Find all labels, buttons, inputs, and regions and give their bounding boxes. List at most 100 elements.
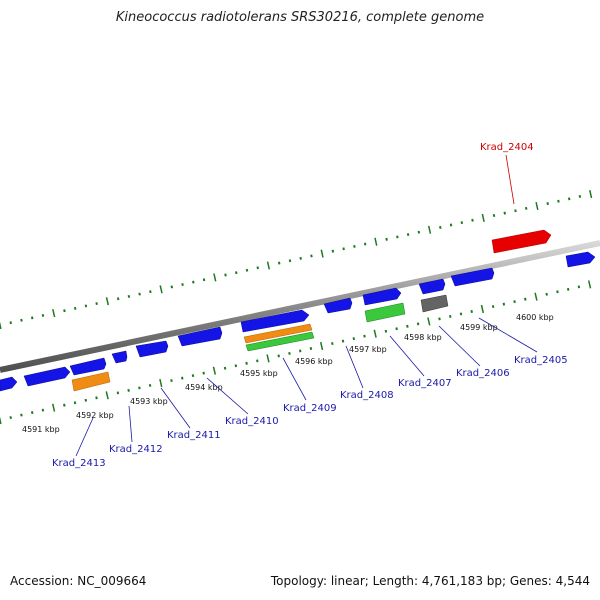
gene-arrow-krad-2404[interactable] — [491, 229, 552, 254]
callout-line-krad-2411 — [160, 387, 191, 429]
callout-line-krad-2410 — [206, 377, 249, 415]
lower-track-minor-tick — [331, 342, 334, 346]
gene-arrow-blue-right-1[interactable] — [565, 251, 596, 268]
kbp-label-4598: 4598 kbp — [404, 333, 442, 342]
lower-track-minor-tick — [245, 361, 248, 365]
gene-label-krad-2409[interactable]: Krad_2409 — [283, 403, 337, 414]
gene-arrow-blue-left-2[interactable] — [23, 366, 71, 387]
genome-summary-text: Topology: linear; Length: 4,761,183 bp; … — [270, 574, 590, 588]
gene-krad-2409-green[interactable] — [245, 331, 315, 352]
lower-track-major-tick — [480, 304, 485, 314]
kbp-label-4596: 4596 kbp — [295, 357, 333, 366]
gene-arrow-blue-left-8[interactable] — [418, 278, 446, 295]
lower-track-minor-tick — [566, 287, 570, 291]
upper-track-minor-tick — [406, 233, 410, 237]
gene-label-krad-2406[interactable]: Krad_2406 — [456, 368, 510, 379]
lower-track-major-tick — [105, 391, 109, 400]
gene-arrow-blue-right-3[interactable] — [362, 287, 402, 306]
gene-callout-lines — [75, 154, 538, 457]
kbp-label-4594: 4594 kbp — [185, 383, 223, 392]
upper-track-minor-tick — [224, 273, 227, 277]
upper-track-major-tick — [427, 225, 432, 234]
gene-label-krad-2408[interactable]: Krad_2408 — [340, 390, 394, 401]
callout-line-krad-2408 — [345, 345, 364, 389]
lower-track-minor-tick — [545, 292, 548, 296]
lower-track-minor-tick — [556, 290, 559, 294]
callout-line-krad-2406 — [438, 325, 481, 367]
gene-krad-2413-orange[interactable] — [71, 371, 111, 392]
upper-track-minor-tick — [30, 316, 34, 320]
upper-track-minor-tick — [524, 206, 528, 210]
upper-track-minor-tick — [63, 309, 66, 313]
lower-track-minor-tick — [202, 371, 205, 375]
lower-track-minor-tick — [256, 359, 259, 363]
kbp-label-4593: 4593 kbp — [130, 397, 168, 406]
gene-label-krad-2410[interactable]: Krad_2410 — [225, 416, 279, 427]
gene-krad-2406-gray[interactable] — [420, 294, 449, 313]
gene-label-krad-2411[interactable]: Krad_2411 — [167, 430, 221, 441]
kbp-label-4599: 4599 kbp — [460, 323, 498, 332]
upper-track-minor-tick — [170, 285, 174, 289]
gene-arrow-blue-left-5[interactable] — [135, 340, 169, 358]
lower-track-major-tick — [427, 317, 431, 326]
gene-arrow-blue-left-6[interactable] — [177, 326, 223, 347]
gene-arrow-blue-left-9[interactable] — [450, 267, 495, 287]
callout-line-krad-2413 — [75, 417, 94, 457]
lower-track-minor-tick — [449, 315, 452, 318]
upper-track-minor-tick — [492, 213, 496, 218]
lower-track-major-tick — [51, 403, 56, 412]
gene-arrow-blue-right-2[interactable] — [240, 309, 310, 333]
upper-track-major-tick — [535, 201, 539, 211]
gene-arrow-blue-left-4[interactable] — [111, 350, 128, 364]
upper-track-major-tick — [0, 321, 2, 330]
lower-track-minor-tick — [127, 388, 130, 392]
gene-label-krad-2405[interactable]: Krad_2405 — [514, 355, 568, 366]
lower-track-minor-tick — [170, 379, 173, 383]
gene-label-krad-2413[interactable]: Krad_2413 — [52, 458, 106, 469]
kbp-label-4591: 4591 kbp — [22, 425, 60, 434]
gene-label-krad-2412[interactable]: Krad_2412 — [109, 444, 163, 455]
lower-track-minor-tick — [309, 346, 313, 351]
gene-krad-2409-orange[interactable] — [243, 323, 313, 344]
kbp-label-4597: 4597 kbp — [349, 345, 387, 354]
lower-track-major-tick — [373, 329, 377, 338]
gene-features — [0, 229, 596, 392]
gene-label-krad-2407[interactable]: Krad_2407 — [398, 378, 452, 389]
upper-track-minor-tick — [9, 321, 12, 325]
lower-track-minor-tick — [416, 322, 420, 326]
lower-track-minor-tick — [148, 383, 152, 387]
upper-track-minor-tick — [396, 235, 399, 239]
lower-track-minor-tick — [138, 386, 141, 390]
lower-track-minor-tick — [406, 324, 409, 328]
upper-track-minor-tick — [449, 223, 453, 227]
upper-track-minor-tick — [385, 237, 388, 241]
gene-arrow-blue-left-3[interactable] — [69, 357, 107, 376]
lower-track-minor-tick — [84, 398, 88, 402]
lower-track-minor-tick — [223, 366, 227, 370]
lower-track-major-tick — [212, 366, 217, 375]
lower-tick-track — [0, 280, 592, 425]
upper-track-minor-tick — [557, 199, 560, 203]
lower-track-minor-tick — [438, 317, 441, 321]
upper-track-minor-tick — [181, 283, 184, 286]
upper-track-minor-tick — [363, 242, 367, 246]
lower-track-major-tick — [587, 280, 592, 289]
upper-track-major-tick — [159, 285, 163, 294]
upper-track-minor-tick — [546, 202, 549, 206]
upper-track-minor-tick — [84, 304, 88, 308]
gene-label-krad-2404[interactable]: Krad_2404 — [480, 142, 534, 153]
lower-track-major-tick — [534, 292, 538, 301]
lower-track-minor-tick — [73, 401, 77, 405]
kbp-scale-labels: 4591 kbp 4592 kbp 4593 kbp 4594 kbp 4595… — [22, 313, 554, 434]
upper-track-minor-tick — [417, 230, 421, 234]
map-title: Kineococcus radiotolerans SRS30216, comp… — [115, 10, 485, 25]
lower-track-minor-tick — [502, 302, 506, 306]
lower-track-minor-tick — [341, 339, 345, 343]
upper-track-minor-tick — [331, 249, 335, 253]
gene-krad-2407-green[interactable] — [364, 302, 406, 323]
gene-arrow-blue-left-1[interactable] — [0, 376, 18, 392]
upper-track-minor-tick — [138, 292, 141, 296]
upper-track-minor-tick — [342, 247, 345, 251]
gene-arrow-blue-left-7[interactable] — [323, 297, 353, 314]
